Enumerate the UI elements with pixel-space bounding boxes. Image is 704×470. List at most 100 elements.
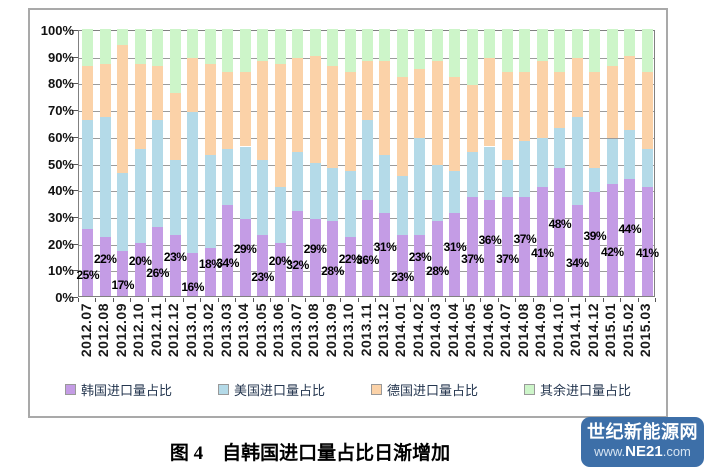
y-tick-mark bbox=[73, 190, 78, 192]
data-label: 28% bbox=[321, 263, 344, 278]
x-axis-label: 2013.05 bbox=[252, 303, 269, 358]
legend-swatch-icon bbox=[371, 384, 382, 395]
bar-segment-德国进口量占比 bbox=[169, 93, 181, 160]
x-tick-mark bbox=[410, 298, 412, 302]
x-tick-mark bbox=[235, 298, 237, 302]
legend-item-其余进口量占比: 其余进口量占比 bbox=[524, 380, 631, 399]
y-tick-mark bbox=[73, 297, 78, 298]
data-label: 28% bbox=[426, 263, 449, 278]
bar-segment-其余进口量占比 bbox=[362, 29, 373, 62]
bar-segment-其余进口量占比 bbox=[501, 29, 513, 72]
y-tick-mark bbox=[73, 56, 78, 58]
x-axis-label: 2015.03 bbox=[637, 303, 654, 358]
chart-frame: 25% 22% 17% 20% 26% 23% 16% 18% 34% 29% 23% 20% 32% 2… bbox=[28, 8, 668, 418]
bar-segment-美国进口量占比 bbox=[152, 119, 164, 227]
bar-segment-其余进口量占比 bbox=[554, 29, 566, 72]
bar-segment-韩国进口量占比 bbox=[239, 218, 251, 296]
legend-label: 韩国进口量占比 bbox=[80, 383, 172, 398]
x-axis-label: 2012.10 bbox=[130, 303, 147, 358]
data-label: 36% bbox=[478, 232, 502, 247]
legend-label: 美国进口量占比 bbox=[233, 383, 325, 398]
data-label: 22% bbox=[93, 251, 117, 266]
bar-segment-其余进口量占比 bbox=[484, 29, 496, 59]
bar-segment-韩国进口量占比 bbox=[222, 205, 234, 296]
bar-segment-其余进口量占比 bbox=[257, 29, 269, 62]
legend-item-韩国进口量占比: 韩国进口量占比 bbox=[64, 380, 172, 399]
bar-segment-韩国进口量占比 bbox=[396, 234, 408, 296]
y-tick-mark bbox=[73, 83, 78, 85]
x-tick-mark bbox=[357, 298, 359, 302]
legend: 韩国进口量占比 美国进口量占比 德国进口量占比 其余进口量占比 bbox=[30, 380, 666, 399]
bar-segment-德国进口量占比 bbox=[99, 63, 111, 118]
data-label: 20% bbox=[268, 254, 292, 269]
bar-segment-其余进口量占比 bbox=[536, 29, 548, 62]
data-label: 48% bbox=[548, 216, 572, 231]
bar-segment-其余进口量占比 bbox=[571, 29, 583, 59]
bar-segment-美国进口量占比 bbox=[519, 141, 531, 198]
bar-segment-德国进口量占比 bbox=[589, 71, 601, 168]
x-tick-mark bbox=[182, 298, 184, 302]
data-label: 32% bbox=[286, 258, 309, 273]
bar-segment-美国进口量占比 bbox=[344, 170, 356, 238]
legend-label: 德国进口量占比 bbox=[387, 383, 479, 398]
bar-segment-德国进口量占比 bbox=[624, 55, 636, 131]
bar-segment-美国进口量占比 bbox=[309, 162, 321, 219]
x-tick-mark bbox=[602, 298, 604, 302]
watermark-ne21-badge: 世纪新能源网 www.NE21.com bbox=[581, 417, 704, 467]
x-axis-label: 2013.10 bbox=[340, 303, 356, 358]
watermark-url-prefix: www. bbox=[594, 444, 626, 459]
x-axis-label: 2013.08 bbox=[305, 303, 322, 358]
bar-segment-其余进口量占比 bbox=[466, 29, 478, 86]
bar-segment-韩国进口量占比 bbox=[624, 178, 636, 296]
data-label: 26% bbox=[146, 266, 169, 281]
y-tick-label: 20% bbox=[47, 236, 74, 252]
y-tick-label: 50% bbox=[47, 156, 74, 172]
x-axis-label: 2012.11 bbox=[147, 303, 164, 357]
data-label: 23% bbox=[163, 250, 187, 265]
watermark-url-suffix: .com bbox=[662, 444, 691, 459]
bar-segment-韩国进口量占比 bbox=[414, 234, 426, 296]
x-tick-mark bbox=[270, 298, 272, 302]
x-axis-label: 2014.04 bbox=[444, 303, 461, 358]
bar-segment-德国进口量占比 bbox=[431, 61, 443, 166]
bar-segment-德国进口量占比 bbox=[519, 71, 531, 142]
x-axis-label: 2013.06 bbox=[270, 303, 287, 358]
bar-segment-韩国进口量占比 bbox=[82, 229, 94, 296]
x-tick-mark bbox=[252, 298, 254, 302]
bar-segment-美国进口量占比 bbox=[362, 119, 373, 200]
x-tick-mark bbox=[427, 298, 429, 302]
x-tick-mark bbox=[567, 298, 569, 302]
bar-segment-德国进口量占比 bbox=[117, 45, 129, 174]
bar-segment-美国进口量占比 bbox=[484, 146, 496, 200]
bar-segment-美国进口量占比 bbox=[239, 146, 251, 219]
x-tick-mark bbox=[287, 298, 289, 302]
bar-segment-德国进口量占比 bbox=[152, 66, 164, 120]
bar-segment-美国进口量占比 bbox=[536, 138, 548, 187]
x-tick-mark bbox=[165, 298, 167, 302]
x-tick-mark bbox=[305, 298, 307, 302]
x-axis-label: 2012.09 bbox=[112, 303, 129, 358]
bar-segment-韩国进口量占比 bbox=[379, 213, 391, 296]
bar-segment-美国进口量占比 bbox=[624, 130, 636, 179]
x-axis-label: 2012.08 bbox=[95, 303, 112, 358]
bar-segment-德国进口量占比 bbox=[414, 69, 426, 139]
data-label: 34% bbox=[216, 255, 239, 270]
bar-segment-韩国进口量占比 bbox=[274, 242, 286, 296]
x-tick-mark bbox=[445, 298, 447, 302]
legend-item-美国进口量占比: 美国进口量占比 bbox=[217, 380, 325, 399]
bar-segment-其余进口量占比 bbox=[134, 29, 146, 64]
bar-segment-美国进口量占比 bbox=[82, 119, 94, 230]
bar-segment-其余进口量占比 bbox=[99, 29, 111, 64]
data-label: 37% bbox=[496, 251, 519, 266]
bar-segment-韩国进口量占比 bbox=[327, 221, 339, 296]
x-axis-label: 2014.09 bbox=[532, 303, 549, 358]
bar-segment-其余进口量占比 bbox=[641, 29, 653, 72]
bar-segment-德国进口量占比 bbox=[606, 66, 618, 139]
bar-segment-美国进口量占比 bbox=[274, 186, 286, 243]
x-axis-label: 2014.10 bbox=[549, 303, 566, 358]
y-tick-label: 100% bbox=[40, 23, 74, 38]
data-label: 23% bbox=[251, 270, 274, 285]
data-label: 23% bbox=[408, 250, 432, 265]
data-label: 17% bbox=[111, 278, 134, 293]
